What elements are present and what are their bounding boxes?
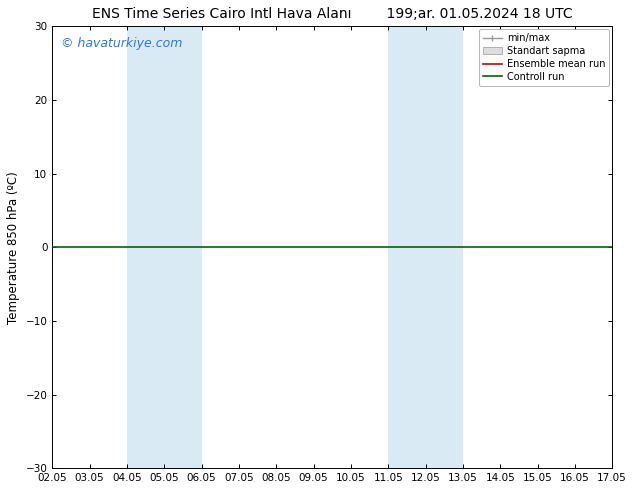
- Y-axis label: Temperature 850 hPa (ºC): Temperature 850 hPa (ºC): [7, 171, 20, 323]
- Bar: [127, 26, 202, 468]
- Bar: [388, 26, 463, 468]
- Legend: min/max, Standart sapma, Ensemble mean run, Controll run: min/max, Standart sapma, Ensemble mean r…: [479, 29, 609, 86]
- Text: © havaturkiye.com: © havaturkiye.com: [61, 37, 182, 50]
- Title: ENS Time Series Cairo Intl Hava Alanı        199;ar. 01.05.2024 18 UTC: ENS Time Series Cairo Intl Hava Alanı 19…: [92, 7, 573, 21]
